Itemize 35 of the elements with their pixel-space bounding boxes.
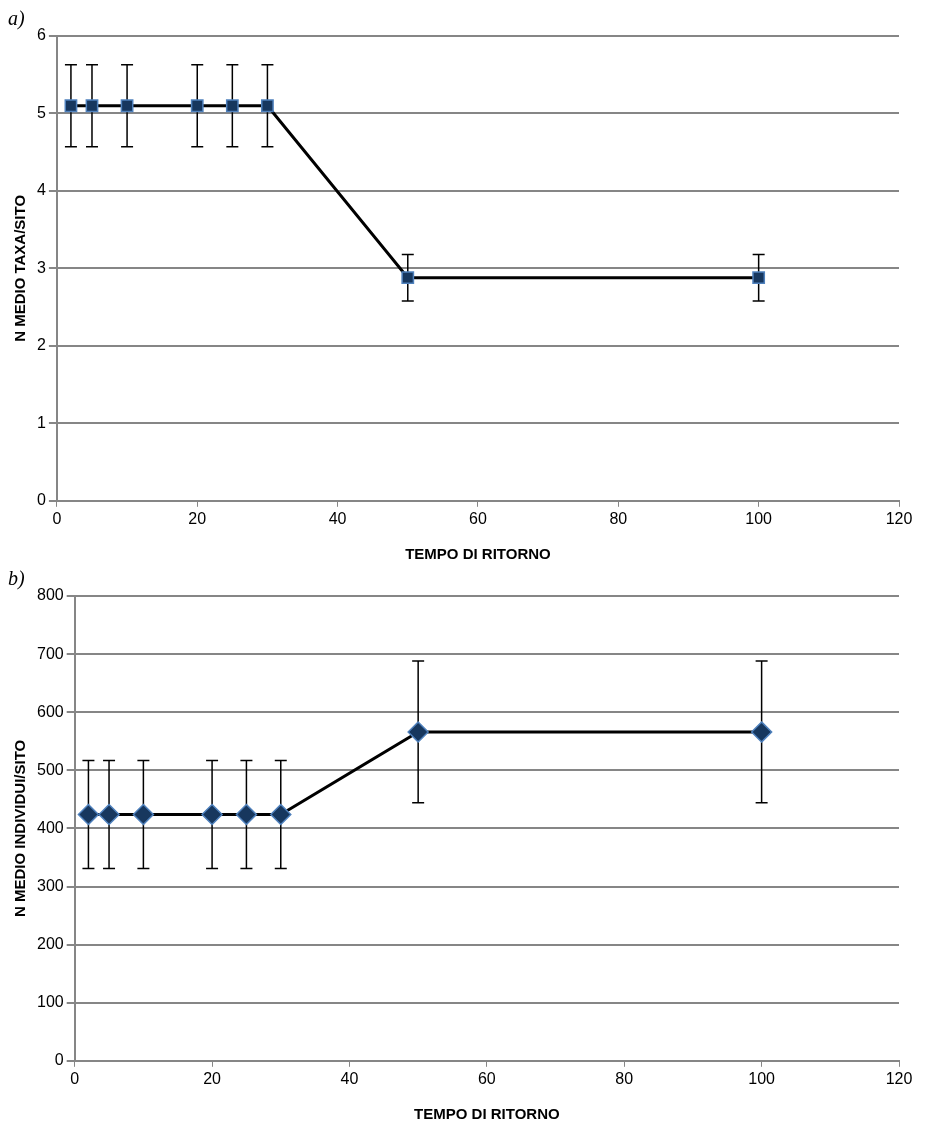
x-tick-label: 0 — [70, 1069, 80, 1087]
x-tick-label: 20 — [188, 509, 207, 527]
y-tick-label: 700 — [36, 644, 64, 662]
x-tick-label: 40 — [328, 509, 347, 527]
y-tick-label: 6 — [36, 26, 46, 44]
x-tick-label: 60 — [477, 1069, 496, 1087]
y-tick-label: 400 — [36, 818, 64, 836]
x-tick-label: 20 — [203, 1069, 222, 1087]
y-tick-label: 2 — [36, 336, 46, 354]
y-axis-title: N MEDIO TAXA/SITO — [11, 194, 29, 342]
x-tick-label: 40 — [340, 1069, 359, 1087]
y-tick-label: 0 — [36, 491, 46, 509]
chart-title: a) — [8, 7, 25, 31]
y-tick-label: 600 — [36, 702, 64, 720]
y-axis-title: N MEDIO INDIVIDUI/SITO — [11, 739, 29, 918]
chart-title: b) — [8, 567, 25, 591]
y-tick-label: 500 — [36, 760, 64, 778]
x-tick-label: 100 — [748, 1069, 776, 1087]
y-tick-label: 0 — [54, 1051, 64, 1069]
x-axis-title: TEMPO DI RITORNO — [405, 545, 552, 563]
x-axis-title: TEMPO DI RITORNO — [414, 1105, 560, 1123]
y-tick-label: 300 — [36, 876, 64, 894]
x-tick-label: 120 — [885, 1069, 913, 1087]
x-tick-label: 100 — [745, 509, 773, 527]
x-tick-label: 80 — [609, 509, 628, 527]
x-tick-label: 60 — [469, 509, 487, 527]
y-tick-label: 3 — [36, 258, 46, 276]
y-tick-label: 1 — [36, 413, 46, 431]
x-tick-label: 120 — [885, 509, 913, 527]
y-tick-label: 200 — [36, 935, 64, 953]
y-tick-label: 5 — [36, 103, 46, 121]
y-tick-label: 4 — [36, 181, 46, 199]
x-tick-label: 80 — [615, 1069, 634, 1087]
y-tick-label: 800 — [36, 586, 64, 604]
y-tick-label: 100 — [36, 993, 64, 1011]
